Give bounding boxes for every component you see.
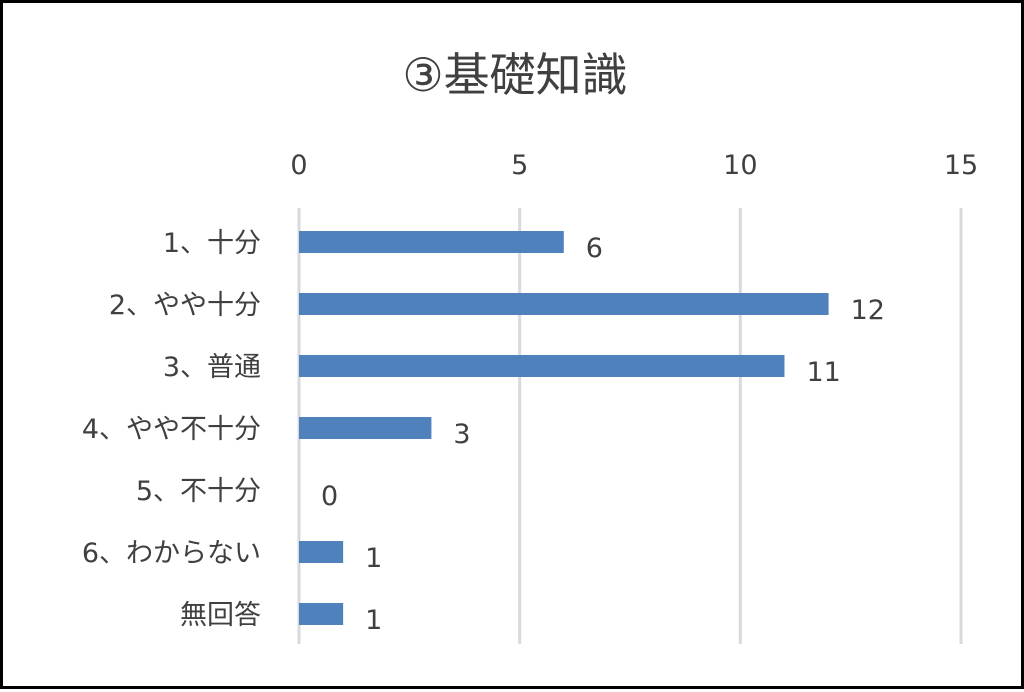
- data-label-7: 1: [365, 605, 382, 636]
- tick-label-5: 5: [511, 150, 528, 181]
- category-label-5: 5、不十分: [136, 476, 261, 507]
- category-label-2: 2、やや十分: [109, 290, 261, 321]
- bar-3: [299, 355, 785, 377]
- category-label-1: 1、十分: [163, 228, 261, 259]
- category-label-3: 3、普通: [163, 352, 261, 383]
- bar-2: [299, 293, 829, 315]
- tick-label-0: 0: [290, 150, 307, 181]
- chart-title: ③基礎知識: [402, 48, 627, 102]
- bar-4: [299, 417, 432, 439]
- data-label-2: 12: [851, 295, 885, 326]
- tick-label-15: 15: [944, 150, 978, 181]
- data-label-3: 11: [806, 357, 840, 388]
- category-label-4: 4、やや不十分: [82, 414, 261, 445]
- bars: [299, 231, 829, 625]
- tick-label-10: 10: [723, 150, 757, 181]
- bar-7: [299, 603, 344, 625]
- data-label-1: 6: [586, 233, 603, 264]
- data-label-4: 3: [453, 419, 470, 450]
- data-label-6: 1: [365, 543, 382, 574]
- x-axis-ticks: 0 5 10 15: [290, 150, 978, 181]
- data-label-5: 0: [321, 481, 338, 512]
- bar-1: [299, 231, 564, 253]
- bar-6: [299, 541, 344, 563]
- category-label-6: 6、わからない: [82, 538, 261, 569]
- category-label-7: 無回答: [180, 600, 261, 631]
- bar-chart: ③基礎知識 0 5 10 15 1、十分2、やや十分3、普通4、やや不十分5、不十分6…: [82, 48, 978, 644]
